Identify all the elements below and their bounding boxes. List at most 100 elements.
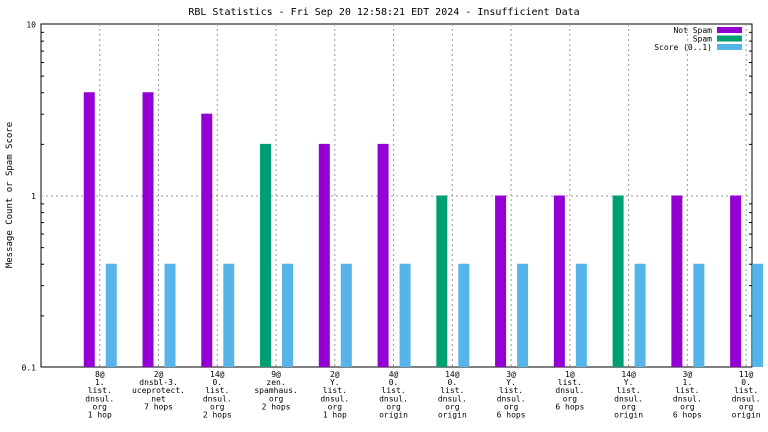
x-tick-label: org: [680, 402, 695, 411]
x-tick-label: 3@: [506, 370, 516, 379]
x-tick-label: dnsul.: [438, 394, 467, 403]
x-tick-label: list.: [558, 378, 582, 387]
y-tick-label: 1: [31, 192, 36, 201]
x-tick-label: 2@: [330, 370, 340, 379]
x-tick-label: 4@: [389, 370, 399, 379]
x-tick-label: 6 hops: [555, 402, 584, 411]
legend-swatch: [717, 27, 742, 33]
x-tick-label: dnsul.: [85, 394, 114, 403]
x-tick-label: org: [328, 402, 343, 411]
x-tick-label: origin: [438, 411, 467, 420]
bar-score-0-1-: [458, 263, 470, 367]
x-tick-label: list.: [734, 386, 758, 395]
x-tick-label: 1 hop: [88, 411, 112, 420]
x-tick-label: org: [210, 402, 225, 411]
x-tick-label: list.: [88, 386, 112, 395]
x-tick-label: org: [739, 402, 754, 411]
bar-spam: [612, 195, 624, 367]
bar-score-0-1-: [105, 263, 117, 367]
legend-swatch: [717, 35, 742, 42]
bar-score-0-1-: [340, 263, 352, 367]
x-tick-label: list.: [499, 386, 523, 395]
x-tick-label: 0.: [448, 378, 458, 387]
x-tick-label: org: [445, 402, 460, 411]
x-tick-label: 2 hops: [262, 402, 291, 411]
x-tick-label: org: [563, 394, 578, 403]
x-tick-label: 0.: [212, 378, 222, 387]
x-tick-label: dnsul.: [732, 394, 761, 403]
x-tick-label: dnsul.: [379, 394, 408, 403]
bar-score-0-1-: [223, 263, 235, 367]
x-tick-label: 14@: [445, 370, 460, 379]
x-tick-label: 6 hops: [673, 411, 702, 420]
x-tick-label: 9@: [271, 370, 281, 379]
x-tick-label: dnsul.: [320, 394, 349, 403]
bar-score-0-1-: [634, 263, 646, 367]
x-tick-label: 7 hops: [144, 402, 173, 411]
bar-not-spam: [142, 92, 154, 368]
x-tick-label: org: [386, 402, 401, 411]
x-tick-label: Y.: [330, 378, 340, 387]
x-tick-label: list.: [617, 386, 641, 395]
x-tick-label: 6 hops: [497, 411, 526, 420]
bar-spam: [260, 143, 272, 367]
x-tick-label: zen.: [266, 378, 285, 387]
x-tick-label: origin: [732, 411, 761, 420]
bar-score-0-1-: [693, 263, 705, 367]
x-tick-label: 1@: [565, 370, 575, 379]
bar-spam: [436, 195, 448, 367]
x-tick-label: origin: [614, 411, 643, 420]
x-tick-label: dnsul.: [497, 394, 526, 403]
legend-label: Not Spam: [673, 26, 712, 35]
legend-swatch: [717, 44, 742, 50]
x-tick-label: 2@: [154, 370, 164, 379]
x-tick-label: list.: [323, 386, 347, 395]
bar-not-spam: [671, 195, 683, 367]
x-tick-label: 1.: [683, 378, 693, 387]
y-tick-label: 0.1: [22, 364, 37, 373]
bar-not-spam: [730, 195, 742, 367]
x-tick-label: dnsbl-3.: [139, 378, 178, 387]
bar-not-spam: [377, 143, 389, 367]
x-tick-label: 0.: [389, 378, 399, 387]
x-tick-label: Y.: [624, 378, 634, 387]
bar-not-spam: [83, 92, 95, 368]
bar-score-0-1-: [517, 263, 529, 367]
x-tick-label: 1 hop: [323, 411, 347, 420]
x-tick-label: org: [269, 394, 284, 403]
bar-score-0-1-: [575, 263, 587, 367]
x-tick-label: dnsul.: [203, 394, 232, 403]
x-tick-label: 0.: [741, 378, 751, 387]
y-tick-label: 10: [26, 21, 36, 30]
bar-not-spam: [318, 143, 330, 367]
x-tick-label: org: [621, 402, 636, 411]
x-tick-label: dnsul.: [555, 386, 584, 395]
x-tick-label: org: [93, 402, 108, 411]
bar-not-spam: [201, 113, 213, 367]
x-tick-label: 1.: [95, 378, 105, 387]
x-tick-label: spamhaus.: [254, 386, 297, 395]
x-tick-label: list.: [440, 386, 464, 395]
bar-not-spam: [495, 195, 507, 367]
x-tick-label: origin: [379, 411, 408, 420]
bar-score-0-1-: [164, 263, 176, 367]
legend-label: Score (0..1): [654, 43, 712, 52]
x-tick-label: 14@: [621, 370, 636, 379]
x-tick-label: 14@: [210, 370, 225, 379]
legend-label: Spam: [693, 35, 712, 44]
bar-score-0-1-: [752, 263, 764, 367]
x-tick-label: list.: [382, 386, 406, 395]
x-tick-label: 3@: [683, 370, 693, 379]
x-tick-label: uceprotect.: [132, 386, 185, 395]
x-tick-label: list.: [675, 386, 699, 395]
x-tick-label: Y.: [506, 378, 516, 387]
x-tick-label: dnsul.: [673, 394, 702, 403]
bar-score-0-1-: [399, 263, 411, 367]
x-tick-label: dnsul.: [614, 394, 643, 403]
x-tick-label: 8@: [95, 370, 105, 379]
x-tick-label: list.: [205, 386, 229, 395]
x-tick-label: org: [504, 402, 519, 411]
x-tick-label: 2 hops: [203, 411, 232, 420]
x-tick-label: 11@: [739, 370, 754, 379]
